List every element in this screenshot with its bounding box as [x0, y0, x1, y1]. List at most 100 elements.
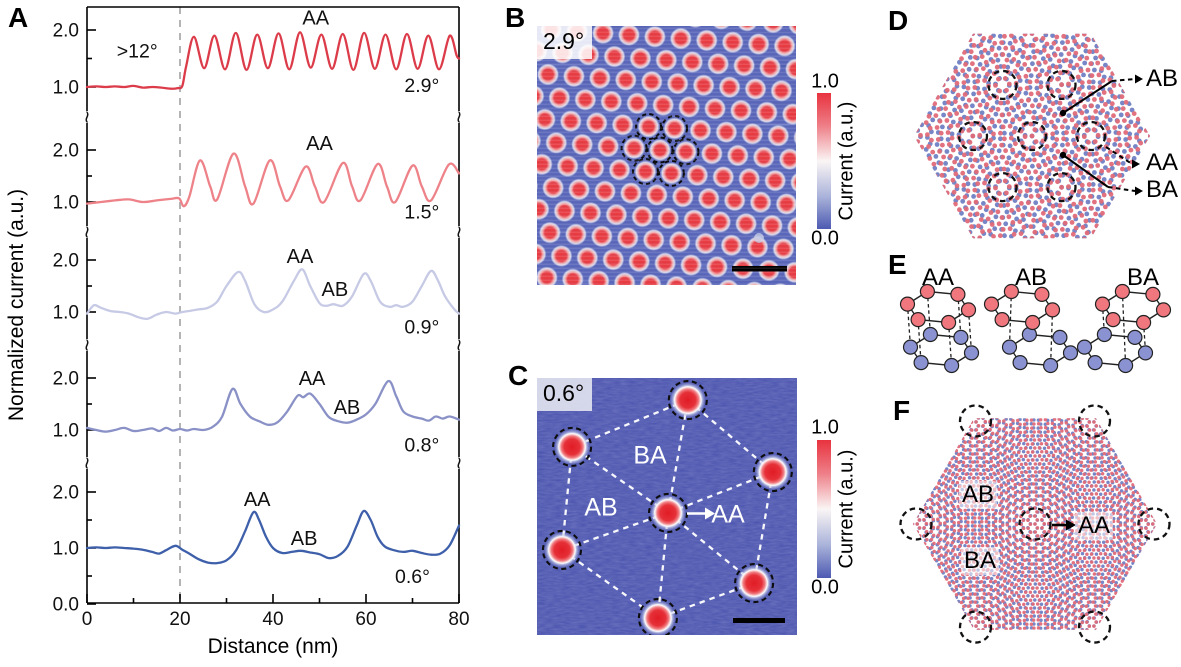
chart-annotation: AA	[287, 246, 314, 268]
moire-spot	[550, 244, 573, 267]
aa-site-blob	[670, 382, 706, 418]
moire-spot	[553, 200, 576, 223]
atom	[913, 354, 929, 371]
moire-spot	[623, 137, 646, 160]
stacking-AA	[899, 283, 980, 374]
panel-a-letter: A	[8, 2, 29, 33]
moire-spot	[564, 223, 587, 246]
chart-annotation: AA	[299, 368, 326, 390]
atom	[910, 311, 926, 328]
moire-spot	[611, 113, 634, 136]
moire-spot	[576, 246, 599, 269]
axis-break-mark: ~	[447, 457, 472, 470]
moire-spot	[726, 144, 749, 167]
x-tick-label: 80	[448, 609, 469, 630]
atom	[953, 329, 969, 346]
moire-spot	[718, 76, 741, 99]
moire-spot	[668, 230, 691, 253]
panel-d-ab-callout: AB	[1146, 65, 1179, 92]
aa-site-circle	[734, 563, 775, 604]
atom	[1155, 302, 1172, 318]
moire-spot	[686, 164, 709, 187]
moire-spot	[735, 212, 758, 235]
panel-e-stacking-schematic	[899, 283, 1172, 374]
aa-site-blob	[736, 565, 772, 601]
moire-spot	[669, 27, 692, 50]
aa-site-circle	[987, 171, 1018, 203]
chart-annotation: 1.5°	[404, 201, 439, 223]
moire-spot	[614, 68, 637, 91]
moire-spot	[590, 225, 613, 248]
panel-f-ab-label: AB	[958, 481, 998, 509]
profile-curve-2.9°	[85, 31, 461, 90]
moire-spot	[631, 205, 654, 228]
profile-curve-1.5°	[85, 152, 461, 208]
atom	[1052, 329, 1068, 346]
panel-a-chart: ~ ~ ~ ~ ~ ~ ~ ~0 20 40 60 80 2.0 1.0 2.0 1.0 2.0 1.0 2.0 1.…	[53, 6, 472, 630]
atom	[1145, 286, 1161, 302]
x-tick-label: 20	[169, 609, 190, 630]
interlayer-bond	[1121, 291, 1127, 366]
panel-e-ab-label: AB	[1014, 264, 1048, 291]
lattice-guide-line	[561, 511, 669, 552]
moire-spot	[778, 148, 796, 171]
aa-site-circle	[899, 507, 933, 541]
lattice-guide-line	[666, 399, 689, 514]
moire-spot	[695, 29, 718, 52]
axis-break-mark: ~	[447, 226, 472, 239]
moire-spot	[643, 26, 666, 48]
panel-f-ba-label: BA	[960, 547, 1000, 575]
moire-spot-lattice	[537, 26, 796, 285]
atom	[943, 357, 960, 374]
y-tick-label: 2.0	[53, 251, 79, 272]
moire-spot	[761, 214, 784, 237]
moire-spot	[537, 132, 542, 150]
axis-break-mark: ~	[75, 226, 100, 239]
callout-arrows	[1059, 74, 1143, 196]
atom	[950, 286, 966, 302]
moire-spot	[674, 140, 697, 163]
atom	[960, 302, 977, 318]
aa-site-circle	[752, 452, 793, 493]
panel-c-aa-label: AA	[711, 500, 745, 529]
panel-b-letter: B	[505, 2, 526, 33]
moire-spot	[585, 112, 608, 135]
panel-c-stm-image	[537, 378, 797, 635]
moire-spot	[715, 121, 738, 144]
moire-spot	[537, 198, 550, 221]
moire-spot	[781, 103, 796, 126]
moire-spot	[689, 119, 712, 142]
colorbar-b-min: 0.0	[811, 227, 839, 250]
aa-site-blob	[755, 454, 791, 490]
aa-site-circle	[1137, 507, 1171, 541]
moire-spot	[764, 169, 787, 192]
moire-spot	[592, 26, 615, 45]
x-tick-label: 40	[262, 609, 283, 630]
stacking-BA	[1076, 283, 1172, 374]
moire-spot	[793, 130, 796, 145]
moire-spot	[681, 50, 704, 73]
aa-site-blob	[650, 495, 686, 531]
moire-spot	[772, 237, 795, 260]
moire-spot	[537, 153, 553, 176]
atom	[902, 339, 919, 355]
moire-spot	[665, 275, 688, 285]
moire-spot	[733, 54, 756, 77]
chart-annotation: >12°	[117, 41, 158, 63]
aa-site-blob	[554, 429, 590, 465]
chart-annotation: AA	[306, 133, 333, 155]
panel-e-aa-label: AA	[921, 264, 955, 291]
y-axis-label: Normalized current (a.u.)	[5, 188, 28, 422]
moire-spot	[741, 122, 764, 145]
panel-b-angle-badge: 2.9°	[537, 26, 593, 59]
stacking-AB	[983, 283, 1079, 374]
moire-spot	[738, 167, 761, 190]
atom	[1025, 314, 1041, 331]
moire-spot	[707, 52, 730, 75]
axis-break-mark: ~	[447, 339, 472, 352]
moire-spot	[694, 232, 717, 255]
moire-spot	[537, 108, 556, 131]
aa-arrow-head	[1066, 519, 1076, 531]
x-axis-label: Distance (nm)	[207, 635, 339, 658]
moire-spot	[637, 115, 660, 138]
